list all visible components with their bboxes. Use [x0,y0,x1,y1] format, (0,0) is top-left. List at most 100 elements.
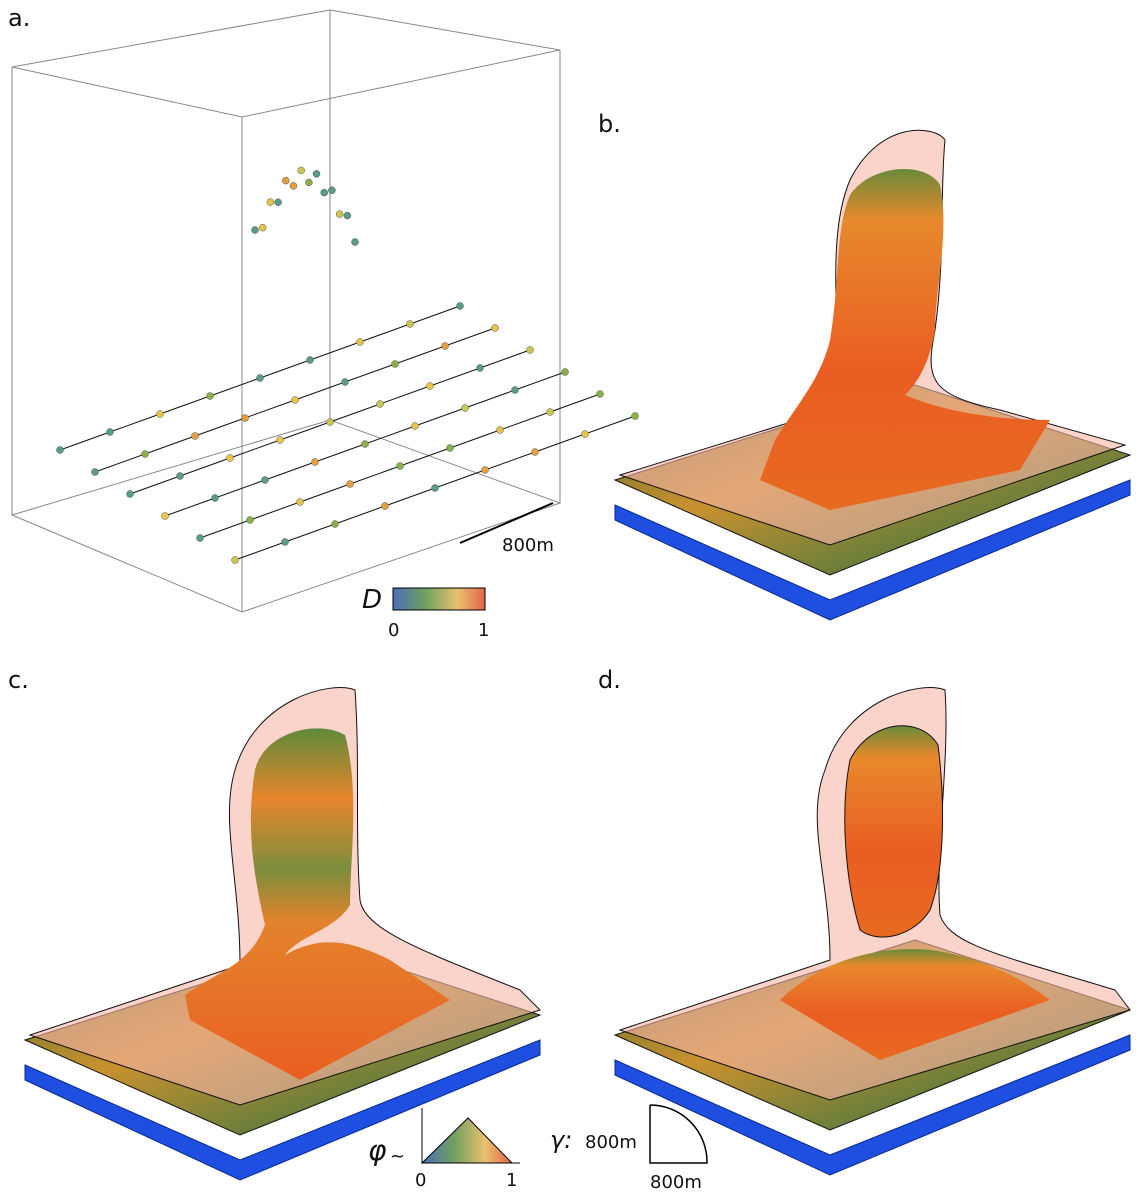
edge [179,457,231,477]
node [531,448,539,456]
edge [244,399,296,419]
node [156,410,164,418]
panel-label: d. [598,666,621,694]
edge [194,417,246,437]
edge [484,451,536,471]
edge [314,443,366,463]
edge [259,359,311,379]
node [311,458,319,466]
node [256,374,264,382]
panel-d [614,687,1131,1176]
node [281,538,289,546]
panel-label: c. [8,666,29,694]
node [246,516,254,524]
edge [329,403,381,423]
edge [449,429,501,449]
node [631,412,639,420]
node [561,368,569,376]
node [251,226,259,234]
node [491,324,499,332]
node [276,436,284,444]
phi-axes [421,1108,520,1164]
node [476,364,484,372]
colorbar-tick: 0 [388,620,399,641]
node [381,502,389,510]
node [282,176,290,185]
node [241,414,249,422]
node [291,396,299,404]
edge [159,395,211,415]
edge [464,389,516,409]
node [411,422,419,430]
node [266,198,275,206]
edge [479,349,531,369]
gamma-shape [649,1104,708,1164]
edge [394,345,446,365]
edge [164,497,216,517]
node [289,182,298,190]
edge [199,519,251,539]
scale-bar [459,502,554,544]
edge [299,483,351,503]
panel-label: b. [598,110,621,138]
edge [379,385,431,405]
node [91,468,99,476]
edge [209,377,261,397]
edge [514,371,566,391]
panel-c [24,687,541,1181]
edge [309,341,361,361]
node [426,382,434,390]
edge [264,461,316,481]
edge [284,523,336,543]
node [396,462,404,470]
node [326,418,334,426]
node [274,198,282,206]
node [206,392,214,400]
edge [434,469,486,489]
phi-tick: 0 [415,1170,426,1191]
node [406,320,414,328]
edge [249,501,301,521]
node [297,166,305,175]
edge [229,439,281,459]
edge [534,433,586,453]
edge [364,425,416,445]
node [106,428,114,436]
edge [399,447,451,467]
node [226,454,234,462]
edge [129,475,181,495]
node [191,432,199,440]
edge [94,453,146,473]
edge [444,327,496,347]
node [596,390,604,398]
edge [234,541,286,561]
edge [279,421,331,441]
phi-tick: 1 [506,1170,517,1191]
wireframe-box [10,9,562,613]
node [312,170,321,178]
edge [584,415,636,435]
node [546,408,554,416]
node [461,404,469,412]
node [511,386,519,394]
node [456,302,464,310]
colorbar-title: D [362,585,382,615]
edge [294,381,346,401]
edge [144,435,196,455]
node [126,490,134,498]
edge [429,367,481,387]
node [296,498,304,506]
node [211,494,219,502]
node [361,440,369,448]
node [258,223,267,232]
scale-bar-label: 800m [502,535,554,556]
gamma-vertical: 800m [585,1132,637,1153]
node [446,444,454,452]
edge [409,305,461,325]
node [176,472,184,480]
phi-subscript: ~ [390,1146,405,1167]
node [343,211,352,220]
node [56,446,64,454]
node [328,186,336,194]
node [496,426,504,434]
